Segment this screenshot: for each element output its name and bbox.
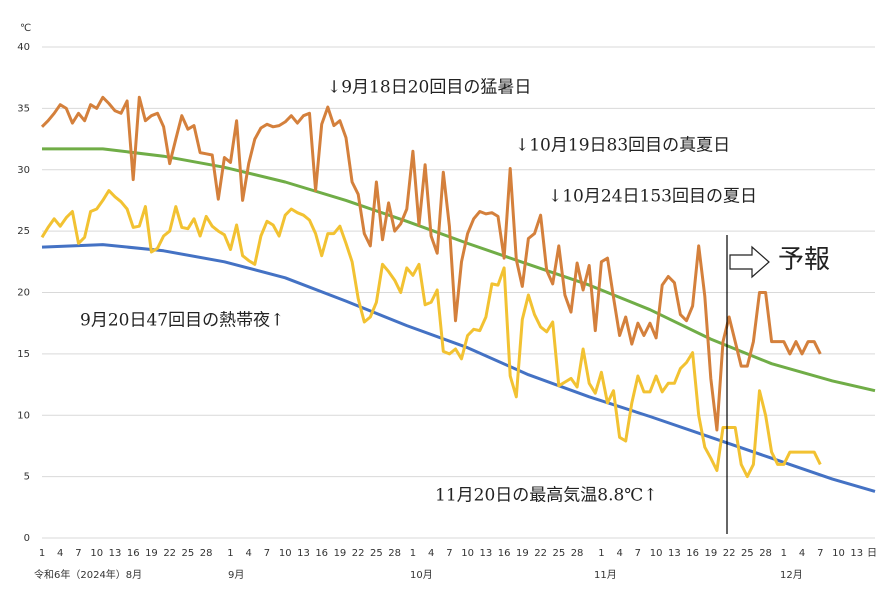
x-tick-label: 22 (352, 548, 365, 559)
month-label: 9月 (228, 569, 244, 581)
x-tick-label: 19 (145, 548, 158, 559)
x-tick-label: 19 (334, 548, 347, 559)
x-tick-label: 22 (723, 548, 736, 559)
y-tick-label: 5 (24, 472, 30, 483)
x-tick-label: 1 (227, 548, 233, 559)
plot-area: 0 5 10 15 20 25 30 35 40 1 4 7 10 13 16 19 22 25 28 1 4 7 10 13… (17, 42, 876, 559)
y-tick-label: 0 (24, 533, 30, 544)
x-tick-label: 22 (163, 548, 176, 559)
x-tick-label: 28 (571, 548, 584, 559)
x-tick-label: 13 (109, 548, 122, 559)
x-tick-label: 13 (479, 548, 492, 559)
y-tick-label: 20 (17, 288, 30, 299)
series-line (40, 189, 822, 479)
x-tick-label: 28 (388, 548, 401, 559)
annotation: 11月20日の最高気温8.8℃↑ (435, 486, 658, 506)
x-tick-label: 22 (534, 548, 547, 559)
x-tick-label: 19 (516, 548, 529, 559)
x-tick-label: 4 (428, 548, 434, 559)
x-tick-label: 1 (410, 548, 416, 559)
x-tick-label: 16 (498, 548, 511, 559)
x-tick-label: 4 (799, 548, 805, 559)
y-tick-label: 15 (17, 349, 30, 360)
x-tick-label: 10 (90, 548, 103, 559)
y-tick-label: 10 (17, 410, 30, 421)
x-tick-label: 19 (704, 548, 717, 559)
x-tick-label: 1 (598, 548, 604, 559)
x-tick-label: 7 (817, 548, 823, 559)
x-tick-label: 13 (297, 548, 310, 559)
x-tick-label: 13 (850, 548, 863, 559)
x-tick-label: 25 (370, 548, 383, 559)
x-tick-label: 16 (127, 548, 140, 559)
y-tick-label: 25 (17, 226, 30, 237)
x-tick-label: 25 (552, 548, 565, 559)
x-tick-label: 10 (650, 548, 663, 559)
x-tick-label: 1 (39, 548, 45, 559)
x-tick-label: 13 (668, 548, 681, 559)
annotation: 9月20日47回目の熱帯夜↑ (80, 311, 284, 331)
month-label: 10月 (410, 569, 433, 581)
x-tick-label: 28 (759, 548, 772, 559)
x-tick-label: 4 (57, 548, 63, 559)
y-unit: ℃ (20, 23, 31, 34)
x-tick-label: 7 (75, 548, 81, 559)
x-tick-label: 10 (832, 548, 845, 559)
series-line (40, 95, 822, 432)
y-tick-label: 40 (17, 42, 30, 53)
x-tick-label: 4 (246, 548, 252, 559)
month-label: 12月 (780, 569, 803, 581)
forecast-label: 予報 (778, 245, 830, 275)
month-label: 令和6年（2024年）8月 (34, 568, 142, 581)
month-label: 11月 (594, 569, 617, 581)
forecast-arrow (729, 245, 770, 279)
x-tick-label: 28 (200, 548, 213, 559)
x-tick-label: 10 (279, 548, 292, 559)
x-tick-label: 16 (315, 548, 328, 559)
x-tick-label: 25 (182, 548, 195, 559)
y-tick-label: 30 (17, 165, 30, 176)
annotation: ↓9月18日20回目の猛暑日 (327, 78, 531, 98)
annotation: ↓10月24日153回目の夏日 (548, 187, 757, 207)
x-tick-label: 4 (616, 548, 622, 559)
x-tick-label: 10 (461, 548, 474, 559)
x-unit: 日 (867, 548, 877, 559)
x-tick-label: 7 (446, 548, 452, 559)
x-tick-label: 1 (781, 548, 787, 559)
series-line (41, 243, 876, 493)
x-tick-label: 16 (686, 548, 699, 559)
y-tick-label: 35 (17, 103, 30, 114)
x-tick-label: 25 (741, 548, 754, 559)
x-tick-label: 7 (264, 548, 270, 559)
x-tick-label: 7 (635, 548, 641, 559)
annotation: ↓10月19日83回目の真夏日 (515, 136, 730, 156)
